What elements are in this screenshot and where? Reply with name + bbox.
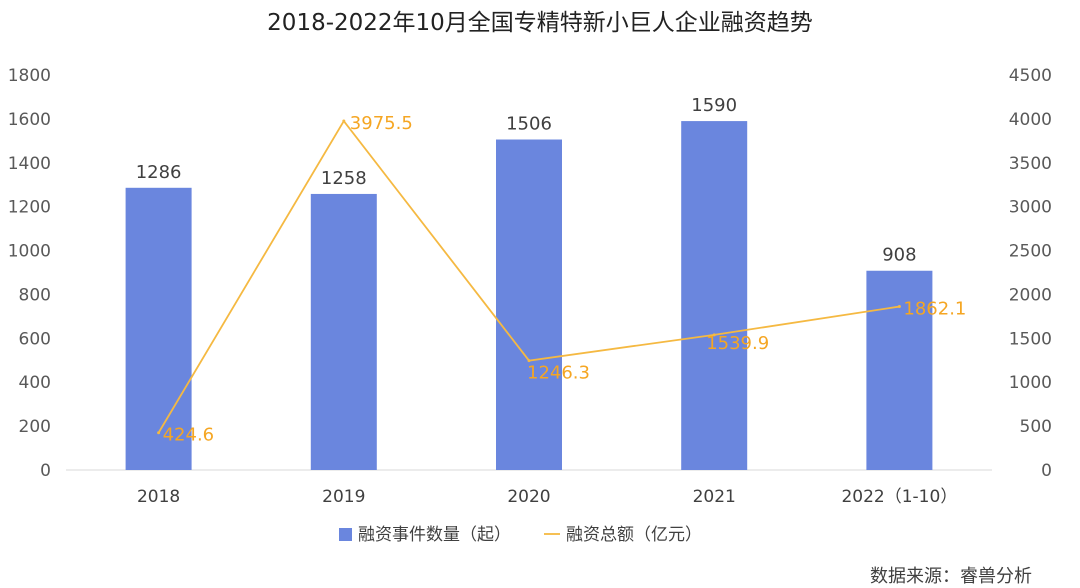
line-point bbox=[897, 305, 901, 309]
source-note: 数据来源：睿兽分析 bbox=[870, 566, 1032, 587]
chart-title: 2018-2022年10月全国专精特新小巨人企业融资趋势 bbox=[267, 10, 813, 36]
x-tick-label: 2021 bbox=[693, 487, 736, 507]
y-left-tick-label: 1000 bbox=[8, 242, 51, 262]
y-right-tick-label: 3500 bbox=[1009, 154, 1052, 174]
y-left-tick-label: 1200 bbox=[8, 198, 51, 218]
y-right-tick-label: 2000 bbox=[1009, 285, 1052, 305]
y-right-tick-label: 4500 bbox=[1009, 66, 1052, 86]
y-left-tick-label: 1800 bbox=[8, 66, 51, 86]
line-point bbox=[527, 359, 531, 363]
x-tick-label: 2020 bbox=[507, 487, 550, 507]
legend-bar-label: 融资事件数量（起） bbox=[358, 525, 511, 545]
y-right-tick-label: 1000 bbox=[1009, 373, 1052, 393]
y-left-tick-label: 200 bbox=[19, 417, 51, 437]
bar bbox=[125, 187, 192, 471]
y-left-tick-label: 1400 bbox=[8, 154, 51, 174]
x-tick-label: 2019 bbox=[322, 487, 365, 507]
line-data-label: 424.6 bbox=[163, 425, 215, 446]
line-data-label: 1862.1 bbox=[903, 299, 966, 320]
y-right-tick-label: 1500 bbox=[1009, 329, 1052, 349]
bar bbox=[681, 121, 748, 470]
y-right-tick-label: 3000 bbox=[1009, 198, 1052, 218]
y-left-tick-label: 400 bbox=[19, 373, 51, 393]
x-tick-label: 2022（1-10） bbox=[841, 487, 957, 507]
bar-data-label: 1506 bbox=[506, 114, 552, 135]
bar-data-label: 1590 bbox=[691, 95, 737, 116]
bar-data-label: 1258 bbox=[321, 168, 367, 189]
x-tick-label: 2018 bbox=[137, 487, 180, 507]
bar-data-label: 908 bbox=[882, 245, 916, 266]
bar bbox=[496, 139, 562, 470]
y-left-tick-label: 800 bbox=[19, 285, 51, 305]
legend: 融资事件数量（起） 融资总额（亿元） bbox=[339, 525, 702, 545]
line-data-label: 3975.5 bbox=[350, 113, 413, 134]
line-series: 424.6 3975.5 1246.3 1539.9 1862.1 bbox=[157, 113, 966, 446]
y-left-tick-label: 1600 bbox=[8, 110, 51, 130]
line-point bbox=[157, 431, 161, 435]
y-right-tick-label: 2500 bbox=[1009, 242, 1052, 262]
y-left-tick-label: 0 bbox=[40, 461, 51, 481]
bar bbox=[310, 193, 377, 470]
line-point bbox=[712, 333, 716, 337]
bar-data-label: 1286 bbox=[136, 162, 182, 183]
bar bbox=[866, 270, 933, 470]
y-left-tick-label: 600 bbox=[19, 329, 51, 349]
axes: 0 200 400 600 800 1000 1200 1400 1600 1800 0 500 100… bbox=[8, 66, 1052, 507]
y-right-tick-label: 4000 bbox=[1009, 110, 1052, 130]
legend-bar-swatch bbox=[339, 528, 352, 541]
line-data-label: 1539.9 bbox=[706, 333, 769, 354]
legend-line-label: 融资总额（亿元） bbox=[566, 525, 702, 545]
bar-series: 1286 1258 1506 1590 908 bbox=[125, 95, 933, 471]
y-right-tick-label: 0 bbox=[1041, 461, 1052, 481]
line-point bbox=[342, 119, 346, 123]
y-right-tick-label: 500 bbox=[1020, 417, 1052, 437]
line-data-label: 1246.3 bbox=[527, 363, 590, 384]
